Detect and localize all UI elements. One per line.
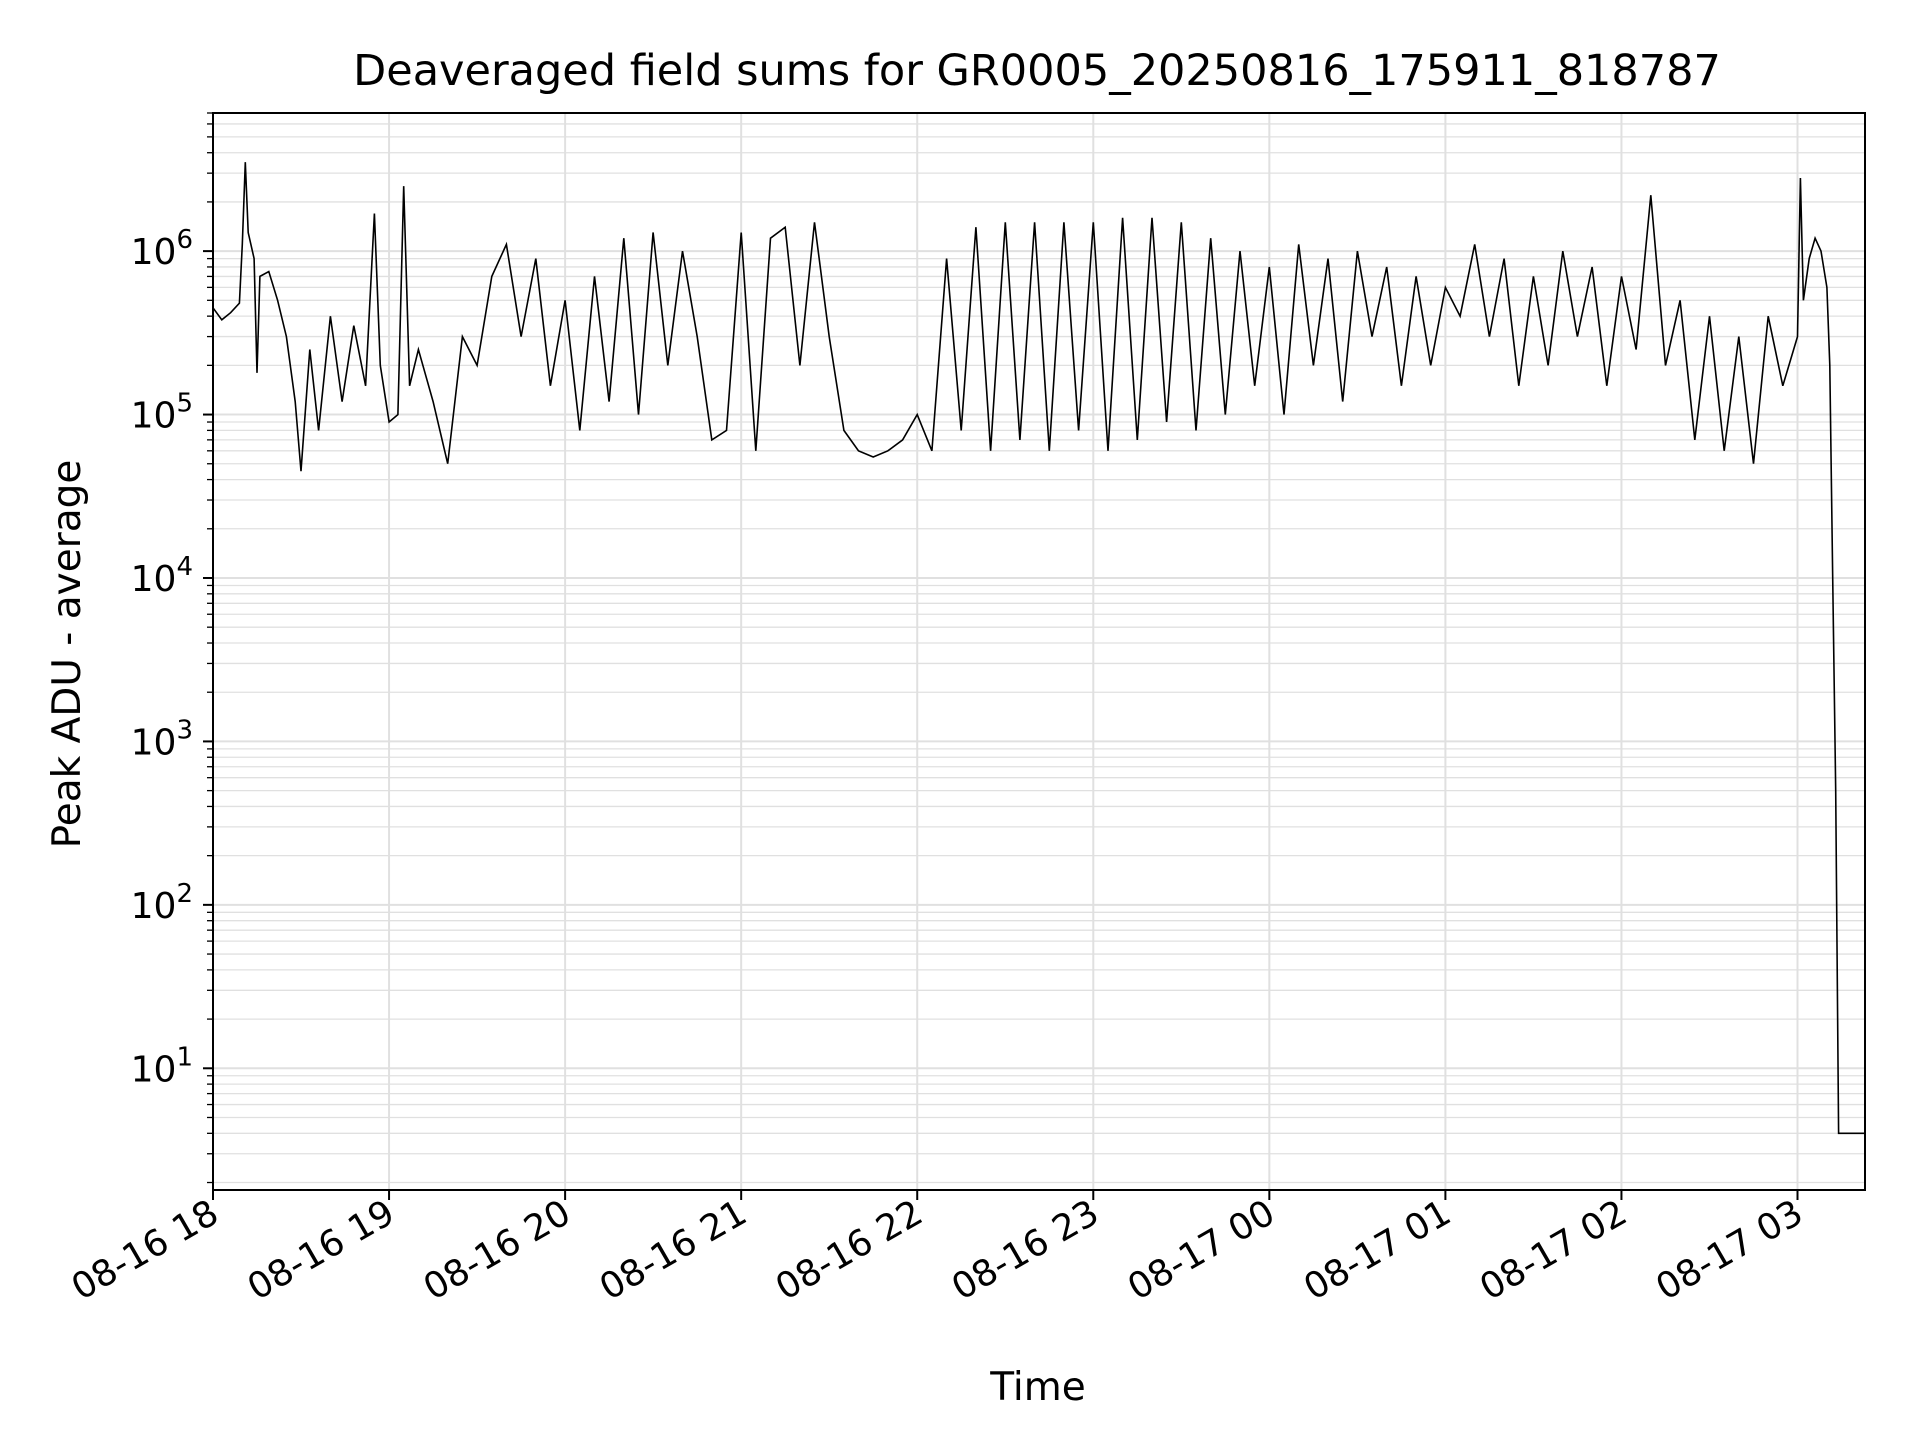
x-tick-label: 08-16 18 xyxy=(65,1192,226,1308)
y-tick-label: 103 xyxy=(131,715,193,763)
plot-frame xyxy=(212,112,1866,1191)
x-tick-label: 08-16 23 xyxy=(945,1192,1106,1308)
x-axis: 08-16 18 08-16 19 08-16 20 08-16 21 08-16 22… xyxy=(65,1190,1810,1309)
x-axis-label: Time xyxy=(989,1365,1085,1410)
x-tick-label: 08-17 03 xyxy=(1649,1192,1810,1308)
x-tick-label: 08-16 21 xyxy=(593,1192,754,1308)
y-tick-label: 104 xyxy=(131,552,193,600)
x-tick-label: 08-16 19 xyxy=(241,1192,402,1308)
x-tick-label: 08-17 02 xyxy=(1473,1192,1634,1308)
x-tick-label: 08-16 20 xyxy=(417,1192,578,1308)
y-tick-label: 101 xyxy=(131,1042,193,1090)
y-axis: 101 102 103 104 105 106 xyxy=(131,112,213,1184)
y-tick-label: 105 xyxy=(131,389,193,437)
chart-title: Deaveraged field sums for GR0005_2025081… xyxy=(353,46,1721,96)
series-group xyxy=(212,162,1865,1135)
series-line xyxy=(212,162,1865,1135)
x-tick-label: 08-16 22 xyxy=(769,1192,930,1308)
x-tick-label: 08-17 00 xyxy=(1121,1192,1282,1308)
grid xyxy=(212,112,1865,1190)
y-tick-label: 102 xyxy=(131,879,193,927)
y-tick-label: 106 xyxy=(131,225,193,273)
x-tick-label: 08-17 01 xyxy=(1297,1192,1458,1308)
y-axis-label: Peak ADU - average xyxy=(45,460,90,849)
